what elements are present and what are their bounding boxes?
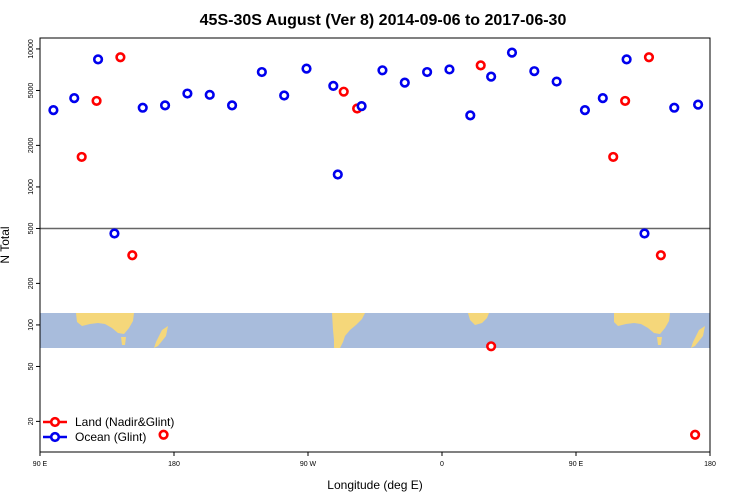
land-point <box>486 341 497 352</box>
ocean-point <box>597 93 608 104</box>
ocean-point <box>301 63 312 74</box>
land-point <box>115 52 126 63</box>
land-point <box>475 60 486 71</box>
legend-marker-land <box>49 416 61 428</box>
ocean-point <box>529 66 540 77</box>
land-point <box>127 250 138 261</box>
ocean-point <box>92 54 104 65</box>
land-point <box>690 429 701 440</box>
land-point <box>643 52 655 63</box>
ocean-point <box>256 66 267 78</box>
ocean-point <box>692 99 704 110</box>
ocean-point <box>551 76 562 87</box>
y-axis: 20 50 100 200 500 1000 2000 5000 10000 <box>28 39 40 425</box>
ocean-point <box>621 54 632 65</box>
ocean-point <box>109 228 120 239</box>
legend-label-land: Land (Nadir&Glint) <box>75 415 174 429</box>
y-tick-label: 50 <box>28 362 35 370</box>
x-axis: 90 E 180 90 W 0 90 E 180 <box>33 452 716 468</box>
x-tick-label: 90 W <box>300 461 317 468</box>
ocean-point <box>399 77 410 88</box>
ocean-point <box>182 88 193 99</box>
ocean-point <box>356 101 367 112</box>
map-land-australia-2 <box>614 313 670 334</box>
map-land-new-zealand-2 <box>691 326 705 348</box>
ocean-point <box>137 102 148 113</box>
land-point <box>338 86 349 97</box>
map-land-tasmania-2 <box>657 337 662 345</box>
legend-label-ocean: Ocean (Glint) <box>75 430 146 444</box>
legend: Land (Nadir&Glint) Ocean (Glint) <box>43 415 174 444</box>
land-point <box>158 429 169 440</box>
y-tick-label: 5000 <box>28 83 35 99</box>
chart-title: 45S-30S August (Ver 8) 2014-09-06 to 201… <box>200 12 567 29</box>
map-ocean-band <box>40 313 710 348</box>
y-tick-label: 200 <box>28 277 35 289</box>
map-land-south-africa <box>468 313 489 325</box>
ocean-point <box>332 169 343 180</box>
x-tick-label: 0 <box>440 461 444 468</box>
ocean-point <box>579 105 591 116</box>
map-band <box>40 313 710 348</box>
y-tick-label: 1000 <box>28 179 35 195</box>
y-tick-label: 10000 <box>28 39 35 59</box>
ocean-point <box>486 71 497 82</box>
land-point <box>608 151 619 163</box>
ocean-point <box>69 93 80 104</box>
x-tick-label: 90 E <box>569 461 584 468</box>
x-tick-label: 90 E <box>33 461 48 468</box>
legend-marker-ocean <box>49 431 61 443</box>
ocean-point <box>506 47 518 58</box>
map-land-new-zealand <box>154 326 168 348</box>
ocean-point <box>279 90 290 101</box>
ocean-point <box>159 100 171 111</box>
plot-frame <box>39 37 711 453</box>
land-point <box>91 95 102 107</box>
ocean-point <box>226 100 238 111</box>
ocean-point <box>204 89 215 100</box>
ocean-point <box>377 65 388 76</box>
map-land-tasmania <box>121 337 126 345</box>
y-axis-label: N Total <box>0 226 12 263</box>
land-point <box>655 250 666 261</box>
ocean-point <box>328 80 339 91</box>
data-points <box>48 47 704 440</box>
ocean-point <box>669 102 680 113</box>
x-tick-label: 180 <box>168 461 180 468</box>
ocean-point <box>639 228 650 239</box>
map-land-south-america <box>332 313 365 348</box>
map-land-australia <box>76 313 134 334</box>
ocean-point <box>465 110 476 121</box>
ocean-point <box>444 64 455 75</box>
y-tick-label: 500 <box>28 223 35 235</box>
land-point <box>620 95 631 107</box>
x-tick-label: 180 <box>704 461 716 468</box>
x-axis-label: Longitude (deg E) <box>327 478 422 492</box>
y-tick-label: 2000 <box>28 137 35 153</box>
ocean-point <box>48 105 59 116</box>
y-tick-label: 100 <box>28 319 35 331</box>
ocean-point <box>422 66 433 78</box>
y-tick-label: 20 <box>28 417 35 425</box>
land-point <box>76 151 87 163</box>
